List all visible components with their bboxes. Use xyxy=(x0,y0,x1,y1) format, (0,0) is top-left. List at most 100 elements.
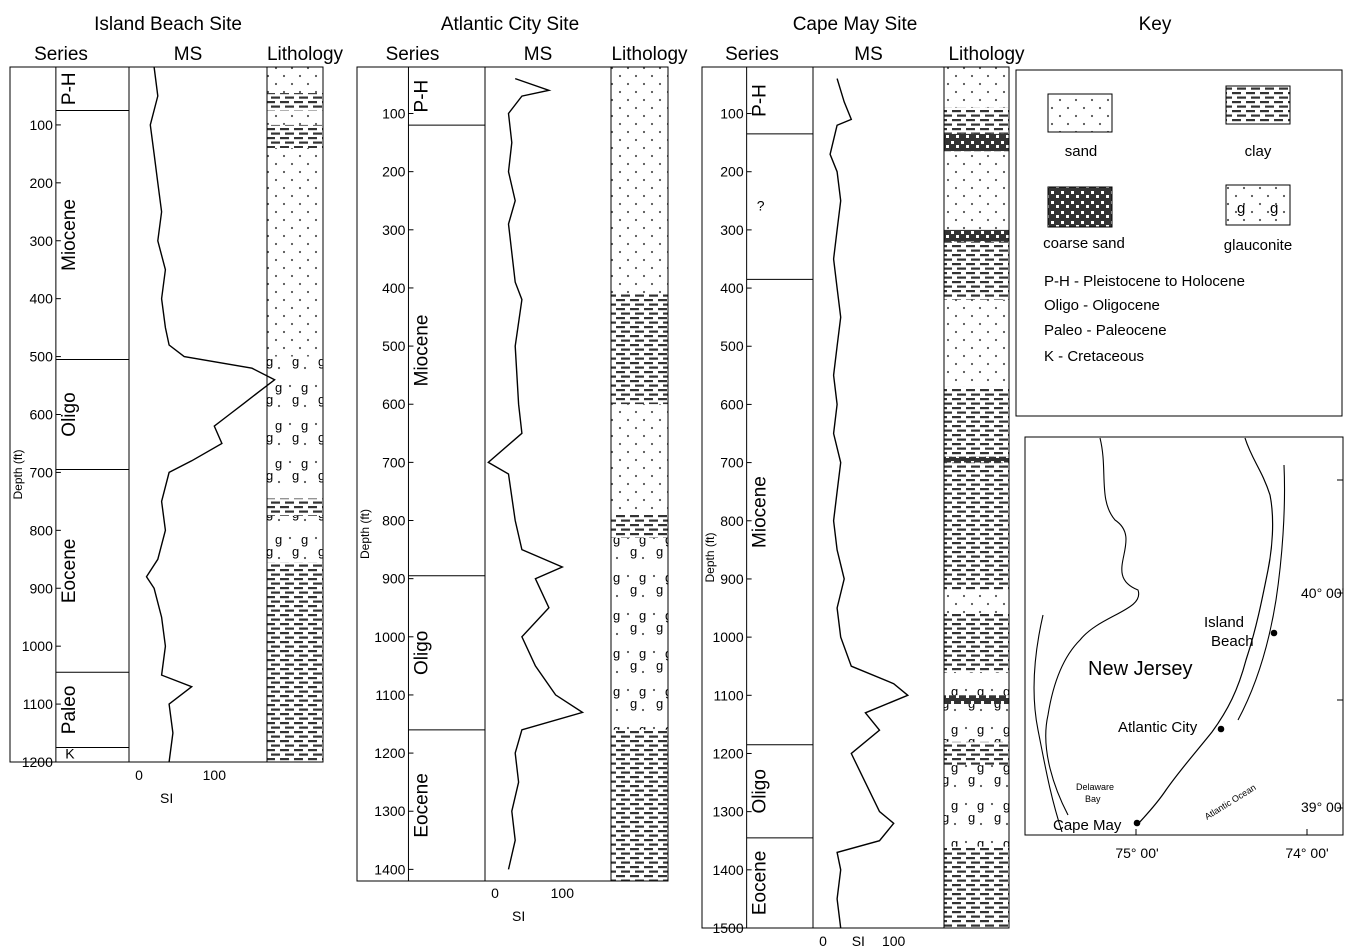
depth-tick-label: 1400 xyxy=(712,862,743,878)
series-label-oligo: Oligo xyxy=(411,631,432,675)
si-tick-label: 100 xyxy=(882,933,906,949)
log-frame xyxy=(701,66,1010,929)
island-beach-marker xyxy=(1270,629,1278,637)
map-label-island: Island xyxy=(1204,614,1244,631)
site-title: Island Beach Site xyxy=(94,14,242,35)
map-label-cape-may: Cape May xyxy=(1053,817,1122,834)
si-tick-label: 0 xyxy=(491,885,499,901)
depth-tick-label: 300 xyxy=(30,233,54,249)
si-axis-label: SI xyxy=(160,790,173,806)
si-tick-label: 100 xyxy=(551,885,575,901)
column-header-ms: MS xyxy=(854,44,883,65)
column-header-series: Series xyxy=(34,44,88,65)
atlantic-city-marker xyxy=(1217,725,1225,733)
log-frame xyxy=(9,66,324,763)
delaware-river-east-bank xyxy=(1033,614,1063,833)
depth-tick-label: 900 xyxy=(382,571,406,587)
key-clay-swatch xyxy=(1225,85,1291,125)
depth-axis-label: Depth (ft) xyxy=(703,532,717,582)
lithology-sand xyxy=(267,148,323,357)
lithology-clay xyxy=(267,498,323,516)
depth-tick-label: 200 xyxy=(382,164,406,180)
depth-tick-label: 1300 xyxy=(712,804,743,820)
series-label-miocene: Miocene xyxy=(411,315,432,387)
key-glauconite-label: glauconite xyxy=(1224,237,1292,254)
depth-tick-label: 1100 xyxy=(375,687,405,703)
column-header-lithology: Lithology xyxy=(611,44,688,65)
cape-may-marker xyxy=(1133,819,1141,827)
depth-tick-label: 1100 xyxy=(23,696,53,712)
depth-tick-label: 1400 xyxy=(374,861,405,877)
depth-tick-label: 1100 xyxy=(714,687,744,703)
depth-tick-label: 400 xyxy=(30,291,54,307)
lithology-clay xyxy=(611,729,668,881)
depth-tick-label: 100 xyxy=(382,106,406,122)
series-label-paleo: Paleo xyxy=(59,686,80,735)
depth-tick-label: 800 xyxy=(720,513,744,529)
map-lat-39: 39° 00' xyxy=(1301,799,1344,815)
lithology-sand xyxy=(944,67,1009,108)
series-label-eocene: Eocene xyxy=(59,539,80,603)
lithology-glauconite xyxy=(944,765,1009,847)
legend-key: Key sand clay g g coarse sand glauconite… xyxy=(1015,14,1343,417)
lithology-clay xyxy=(944,386,1009,457)
depth-tick-label: 1200 xyxy=(712,745,743,761)
lithology-clay xyxy=(944,613,1009,673)
ms-profile-line xyxy=(829,78,910,929)
depth-tick-label: 200 xyxy=(30,175,54,191)
lithology-clay xyxy=(611,293,668,405)
depth-tick-label: 800 xyxy=(382,513,406,529)
si-tick-label: 0 xyxy=(819,933,827,949)
column-header-series: Series xyxy=(386,44,440,65)
lithology-clay xyxy=(267,124,323,149)
series-label-ph: P-H xyxy=(411,80,432,113)
key-coarse-sand-label: coarse sand xyxy=(1043,235,1125,252)
depth-tick-label: 200 xyxy=(720,164,744,180)
lithology-coarse-sand xyxy=(944,695,1009,705)
lithology-coarse-sand xyxy=(944,229,1009,242)
key-abbr-oligo: Oligo - Oligocene xyxy=(1044,297,1160,314)
depth-tick-label: 1000 xyxy=(374,629,405,645)
ms-profile-line xyxy=(145,66,276,763)
depth-tick-label: 900 xyxy=(30,580,54,596)
depth-tick-label: 600 xyxy=(720,396,744,412)
depth-axis-label: Depth (ft) xyxy=(358,509,372,559)
lithology-coarse-sand xyxy=(944,456,1009,463)
series-label-eocene: Eocene xyxy=(411,773,432,837)
site-panel-3: Cape May Site Series MS Lithology P-H? Miocen… xyxy=(701,14,1025,949)
depth-tick-label: 900 xyxy=(720,571,744,587)
map-lon-75: 75° 00' xyxy=(1115,845,1158,861)
key-glauc-g2: g xyxy=(1270,200,1278,217)
depth-tick-label: 700 xyxy=(382,454,406,470)
series-label-: ? xyxy=(757,197,765,213)
depth-tick-label: 1200 xyxy=(374,745,405,761)
lithology-sand xyxy=(611,67,668,294)
series-label-eocene: Eocene xyxy=(750,851,771,915)
lithology-sand xyxy=(944,590,1009,614)
map-label-new-jersey: New Jersey xyxy=(1088,658,1192,680)
key-abbr-paleo: Paleo - Paleocene xyxy=(1044,322,1167,339)
lithology-sand xyxy=(267,110,323,125)
key-glauc-g1: g xyxy=(1237,200,1245,217)
depth-tick-label: 1000 xyxy=(22,638,53,654)
log-frame xyxy=(356,66,669,882)
lithology-clay xyxy=(944,846,1009,928)
series-label-oligo: Oligo xyxy=(59,392,80,436)
depth-tick-label: 700 xyxy=(720,455,744,471)
lithology-clay xyxy=(944,741,1009,766)
series-label-ph: P-H xyxy=(59,72,80,105)
column-header-series: Series xyxy=(725,44,779,65)
depth-tick-label: 800 xyxy=(30,522,54,538)
lithology-clay xyxy=(611,514,668,538)
lithology-sand xyxy=(611,404,668,515)
map-label-delaware: Delaware xyxy=(1076,782,1114,792)
lithology-clay xyxy=(267,562,323,762)
depth-tick-label: 400 xyxy=(720,280,744,296)
key-glauconite-swatch xyxy=(1225,184,1291,226)
series-label-miocene: Miocene xyxy=(59,199,80,271)
depth-tick-label: 300 xyxy=(720,222,744,238)
column-header-ms: MS xyxy=(524,44,553,65)
series-label-oligo: Oligo xyxy=(750,769,771,813)
depth-tick-label: 500 xyxy=(30,349,54,365)
